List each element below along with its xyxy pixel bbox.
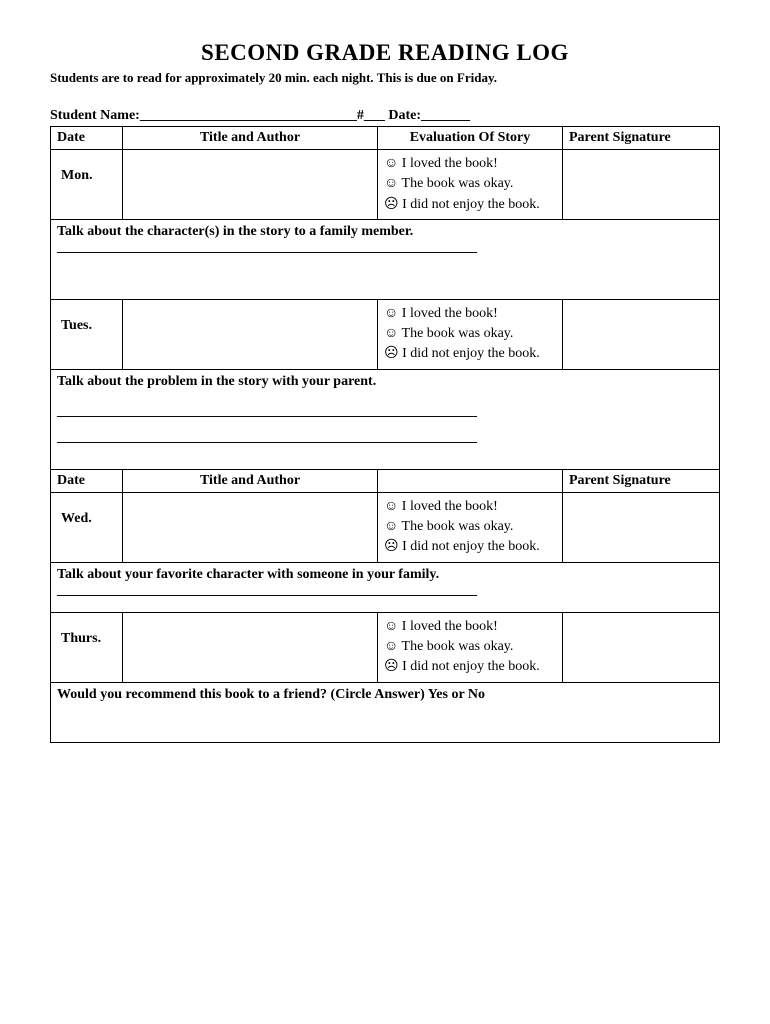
title-author-mon[interactable] — [123, 150, 378, 220]
eval-loved: ☺ I loved the book! — [384, 617, 556, 637]
eval-thurs[interactable]: ☺ I loved the book! ☺ The book was okay.… — [378, 612, 563, 682]
prompt-row-wed: Talk about your favorite character with … — [51, 562, 720, 612]
page-title: SECOND GRADE READING LOG — [50, 40, 720, 66]
title-author-thurs[interactable] — [123, 612, 378, 682]
prompt-row-tues: Talk about the problem in the story with… — [51, 369, 720, 469]
eval-mon[interactable]: ☺ I loved the book! ☺ The book was okay.… — [378, 150, 563, 220]
eval-not-enjoy: ☹ I did not enjoy the book. — [384, 344, 556, 364]
header-date-2: Date — [51, 469, 123, 492]
underline-tues-1: ________________________________________… — [57, 404, 713, 420]
day-wed: Wed. — [51, 492, 123, 562]
eval-okay: ☺ The book was okay. — [384, 637, 556, 657]
header-date: Date — [51, 127, 123, 150]
eval-loved: ☺ I loved the book! — [384, 304, 556, 324]
header-signature-2: Parent Signature — [563, 469, 720, 492]
eval-not-enjoy: ☹ I did not enjoy the book. — [384, 537, 556, 557]
underline-tues-2: ________________________________________… — [57, 430, 713, 446]
underline-wed: ________________________________________… — [57, 583, 713, 599]
row-wed: Wed. ☺ I loved the book! ☺ The book was … — [51, 492, 720, 562]
student-name-line[interactable]: Student Name:___________________________… — [50, 108, 720, 124]
header-title-author: Title and Author — [123, 127, 378, 150]
sig-thurs[interactable] — [563, 612, 720, 682]
row-mon: Mon. ☺ I loved the book! ☺ The book was … — [51, 150, 720, 220]
prompt-row-thurs: Would you recommend this book to a frien… — [51, 682, 720, 742]
row-tues: Tues. ☺ I loved the book! ☺ The book was… — [51, 299, 720, 369]
eval-not-enjoy: ☹ I did not enjoy the book. — [384, 657, 556, 677]
sig-mon[interactable] — [563, 150, 720, 220]
header-row-1: Date Title and Author Evaluation Of Stor… — [51, 127, 720, 150]
title-author-wed[interactable] — [123, 492, 378, 562]
header-eval: Evaluation Of Story — [378, 127, 563, 150]
underline-mon: ________________________________________… — [57, 240, 713, 256]
eval-tues[interactable]: ☺ I loved the book! ☺ The book was okay.… — [378, 299, 563, 369]
row-thurs: Thurs. ☺ I loved the book! ☺ The book wa… — [51, 612, 720, 682]
eval-okay: ☺ The book was okay. — [384, 324, 556, 344]
header-row-2: Date Title and Author Parent Signature — [51, 469, 720, 492]
prompt-row-mon: Talk about the character(s) in the story… — [51, 219, 720, 299]
reading-log-table: Date Title and Author Evaluation Of Stor… — [50, 126, 720, 743]
eval-wed[interactable]: ☺ I loved the book! ☺ The book was okay.… — [378, 492, 563, 562]
eval-okay: ☺ The book was okay. — [384, 174, 556, 194]
prompt-thurs[interactable]: Would you recommend this book to a frien… — [57, 687, 485, 702]
day-tues: Tues. — [51, 299, 123, 369]
header-signature: Parent Signature — [563, 127, 720, 150]
eval-okay: ☺ The book was okay. — [384, 517, 556, 537]
prompt-wed: Talk about your favorite character with … — [57, 567, 439, 582]
title-author-tues[interactable] — [123, 299, 378, 369]
day-mon: Mon. — [51, 150, 123, 220]
sig-wed[interactable] — [563, 492, 720, 562]
prompt-tues: Talk about the problem in the story with… — [57, 374, 376, 389]
day-thurs: Thurs. — [51, 612, 123, 682]
header-eval-2-blank — [378, 469, 563, 492]
eval-not-enjoy: ☹ I did not enjoy the book. — [384, 195, 556, 215]
eval-loved: ☺ I loved the book! — [384, 497, 556, 517]
header-title-author-2: Title and Author — [123, 469, 378, 492]
eval-loved: ☺ I loved the book! — [384, 154, 556, 174]
instructions: Students are to read for approximately 2… — [50, 70, 720, 86]
prompt-mon: Talk about the character(s) in the story… — [57, 224, 413, 239]
sig-tues[interactable] — [563, 299, 720, 369]
